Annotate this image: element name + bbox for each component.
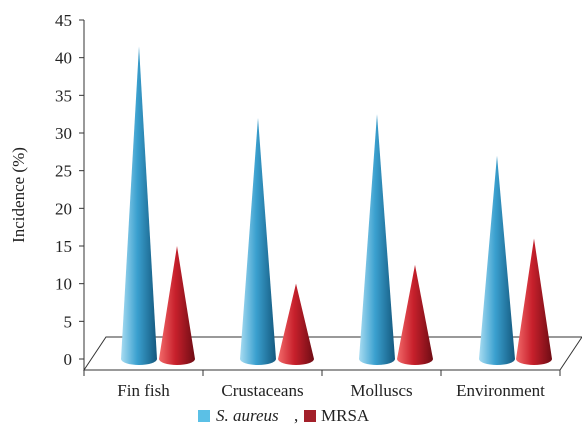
legend-swatch-s-aureus (198, 410, 210, 422)
cone-mrsa (516, 238, 552, 365)
y-tick-label: 35 (55, 86, 72, 105)
y-tick-label: 40 (55, 49, 72, 68)
legend-label-mrsa: MRSA (321, 406, 370, 425)
y-tick-label: 25 (55, 162, 72, 181)
y-tick-label: 30 (55, 124, 72, 143)
y-tick-label: 5 (64, 312, 73, 331)
legend-swatch-mrsa (304, 410, 316, 422)
y-tick-label: 45 (55, 11, 72, 30)
cone-mrsa (397, 264, 433, 365)
y-tick-label: 20 (55, 199, 72, 218)
x-category-label: Environment (456, 381, 545, 400)
y-tick-label: 15 (55, 237, 72, 256)
x-axis: Fin fish Crustaceans Molluscs Environment (83, 369, 561, 400)
x-category-label: Fin fish (117, 381, 170, 400)
x-category-label: Crustaceans (221, 381, 303, 400)
cone-s-aureus (121, 46, 157, 365)
y-tick-label: 0 (64, 350, 73, 369)
cone-s-aureus (359, 114, 395, 366)
cone-marks (121, 46, 552, 366)
y-axis: 0 5 10 15 20 25 30 35 40 45 (55, 11, 85, 370)
y-tick-label: 10 (55, 275, 72, 294)
y-axis-title: Incidence (%) (9, 147, 28, 243)
legend-label-s-aureus: S. aureus (216, 406, 279, 425)
cone-s-aureus (479, 155, 515, 365)
cone-s-aureus (240, 117, 276, 365)
cone-mrsa (278, 283, 314, 365)
cone-mrsa (159, 246, 195, 365)
legend-separator: , (294, 406, 298, 425)
x-category-label: Molluscs (350, 381, 412, 400)
legend: S. aureus , MRSA (198, 406, 370, 425)
